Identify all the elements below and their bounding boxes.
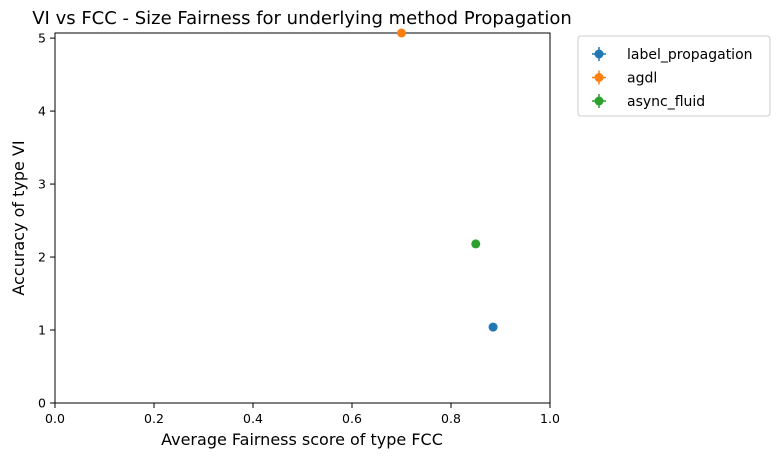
legend-label-label-propagation: label_propagation xyxy=(627,47,753,63)
legend-marker-agdl xyxy=(594,73,604,82)
y-axis: 0 1 2 3 4 5 xyxy=(38,31,55,411)
legend-label-agdl: agdl xyxy=(627,71,657,87)
y-tick-label: 4 xyxy=(38,104,46,119)
x-axis-label: Average Fairness score of type FCC xyxy=(161,430,443,449)
y-tick-label: 5 xyxy=(38,31,46,46)
chart-title: VI vs FCC - Size Fairness for underlying… xyxy=(32,8,572,29)
x-tick-label: 0.8 xyxy=(441,411,461,426)
data-point-label-propagation xyxy=(488,322,498,332)
x-tick-label: 0.2 xyxy=(144,411,164,426)
legend-marker-label-propagation xyxy=(594,49,604,59)
plot-area xyxy=(54,32,551,404)
legend-marker-async-fluid xyxy=(594,96,604,106)
data-point-async-fluid xyxy=(471,239,481,249)
y-axis-label: Accuracy of type VI xyxy=(9,140,28,295)
y-tick-label: 2 xyxy=(38,250,46,265)
y-tick-label: 1 xyxy=(38,323,46,338)
x-tick-label: 0.4 xyxy=(243,411,263,426)
x-tick-label: 1.0 xyxy=(540,411,560,426)
legend-frame xyxy=(577,35,771,117)
y-tick-label: 3 xyxy=(38,177,46,192)
legend-label-async-fluid: async_fluid xyxy=(627,94,705,110)
data-points xyxy=(397,28,498,332)
x-tick-label: 0.6 xyxy=(342,411,362,426)
data-point-agdl xyxy=(397,28,406,38)
x-tick-label: 0.0 xyxy=(45,411,65,426)
x-axis: 0.0 0.2 0.4 0.6 0.8 1.0 xyxy=(45,403,560,426)
y-tick-label: 0 xyxy=(38,396,46,411)
